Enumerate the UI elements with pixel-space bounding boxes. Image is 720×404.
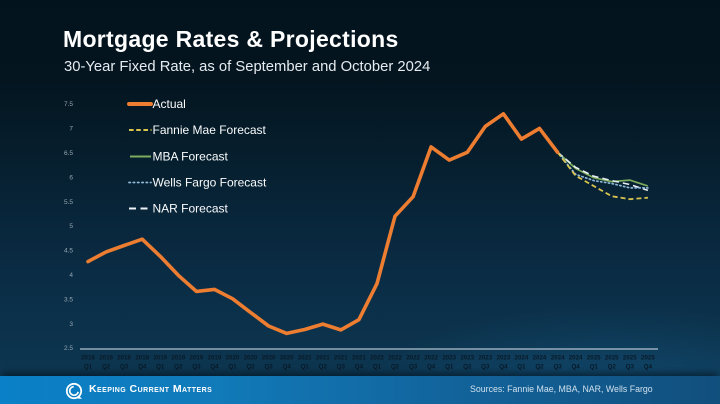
svg-text:Q1: Q1: [373, 364, 382, 371]
svg-text:3.5: 3.5: [64, 296, 73, 303]
svg-text:2020: 2020: [226, 355, 240, 362]
svg-text:2024: 2024: [533, 355, 547, 362]
svg-text:2022: 2022: [424, 355, 438, 362]
svg-text:2020: 2020: [262, 355, 276, 362]
svg-text:2020: 2020: [280, 355, 294, 362]
svg-text:6.5: 6.5: [64, 150, 73, 157]
svg-text:Q2: Q2: [535, 364, 544, 371]
svg-text:2025: 2025: [641, 355, 655, 362]
svg-text:Q2: Q2: [319, 364, 328, 371]
svg-text:Q3: Q3: [409, 364, 418, 371]
svg-text:2023: 2023: [442, 355, 456, 362]
svg-text:2024: 2024: [569, 355, 583, 362]
svg-text:5.5: 5.5: [64, 199, 73, 206]
svg-text:Actual: Actual: [153, 97, 186, 111]
svg-text:Q3: Q3: [553, 364, 562, 371]
svg-text:Q1: Q1: [156, 364, 165, 371]
svg-text:Q1: Q1: [590, 364, 599, 371]
svg-text:2018: 2018: [117, 355, 131, 362]
svg-text:5: 5: [69, 223, 73, 230]
svg-text:Q3: Q3: [120, 364, 129, 371]
svg-text:Q1: Q1: [517, 364, 526, 371]
svg-text:7: 7: [69, 126, 73, 133]
svg-text:Q4: Q4: [283, 364, 292, 371]
svg-text:2018: 2018: [135, 355, 149, 362]
svg-text:Q3: Q3: [337, 364, 346, 371]
svg-text:4: 4: [69, 272, 73, 279]
svg-text:Q3: Q3: [192, 364, 201, 371]
svg-text:3: 3: [69, 321, 73, 328]
svg-text:2020: 2020: [244, 355, 258, 362]
svg-text:Q4: Q4: [499, 364, 508, 371]
svg-text:2025: 2025: [623, 355, 637, 362]
svg-text:2021: 2021: [334, 355, 348, 362]
svg-text:Q2: Q2: [174, 364, 183, 371]
svg-text:Q2: Q2: [391, 364, 400, 371]
svg-text:2019: 2019: [153, 355, 167, 362]
svg-text:Q2: Q2: [463, 364, 472, 371]
svg-text:Q4: Q4: [138, 364, 147, 371]
svg-text:2022: 2022: [406, 355, 420, 362]
svg-text:2019: 2019: [208, 355, 222, 362]
svg-text:2019: 2019: [190, 355, 204, 362]
svg-text:2022: 2022: [370, 355, 384, 362]
svg-text:2019: 2019: [171, 355, 185, 362]
svg-text:2018: 2018: [99, 355, 113, 362]
svg-text:Q4: Q4: [571, 364, 580, 371]
svg-text:Q4: Q4: [355, 364, 364, 371]
svg-text:2025: 2025: [605, 355, 619, 362]
svg-text:Q1: Q1: [445, 364, 454, 371]
svg-text:NAR Forecast: NAR Forecast: [153, 202, 229, 216]
svg-text:2025: 2025: [587, 355, 601, 362]
svg-text:MBA Forecast: MBA Forecast: [153, 150, 229, 164]
svg-text:2024: 2024: [515, 355, 529, 362]
svg-text:2022: 2022: [388, 355, 402, 362]
svg-text:Q2: Q2: [246, 364, 255, 371]
svg-text:Q1: Q1: [84, 364, 93, 371]
svg-text:Q3: Q3: [264, 364, 273, 371]
svg-text:Q2: Q2: [102, 364, 111, 371]
svg-text:2023: 2023: [478, 355, 492, 362]
svg-text:Q1: Q1: [301, 364, 310, 371]
svg-text:Q1: Q1: [228, 364, 237, 371]
svg-text:2023: 2023: [460, 355, 474, 362]
svg-text:4.5: 4.5: [64, 248, 73, 255]
svg-text:2024: 2024: [551, 355, 565, 362]
svg-text:2021: 2021: [316, 355, 330, 362]
svg-text:2018: 2018: [81, 355, 95, 362]
svg-text:2.5: 2.5: [64, 345, 73, 352]
svg-text:2023: 2023: [497, 355, 511, 362]
svg-text:2021: 2021: [352, 355, 366, 362]
svg-text:Q4: Q4: [644, 364, 653, 371]
svg-text:7.5: 7.5: [64, 101, 73, 108]
svg-text:Q4: Q4: [210, 364, 219, 371]
svg-text:Q3: Q3: [481, 364, 490, 371]
svg-text:Q4: Q4: [427, 364, 436, 371]
svg-text:Q2: Q2: [608, 364, 617, 371]
svg-text:Q3: Q3: [626, 364, 635, 371]
svg-text:Wells Fargo Forecast: Wells Fargo Forecast: [153, 176, 267, 190]
svg-text:Fannie Mae Forecast: Fannie Mae Forecast: [153, 123, 267, 137]
svg-text:6: 6: [69, 174, 73, 181]
svg-text:2021: 2021: [298, 355, 312, 362]
